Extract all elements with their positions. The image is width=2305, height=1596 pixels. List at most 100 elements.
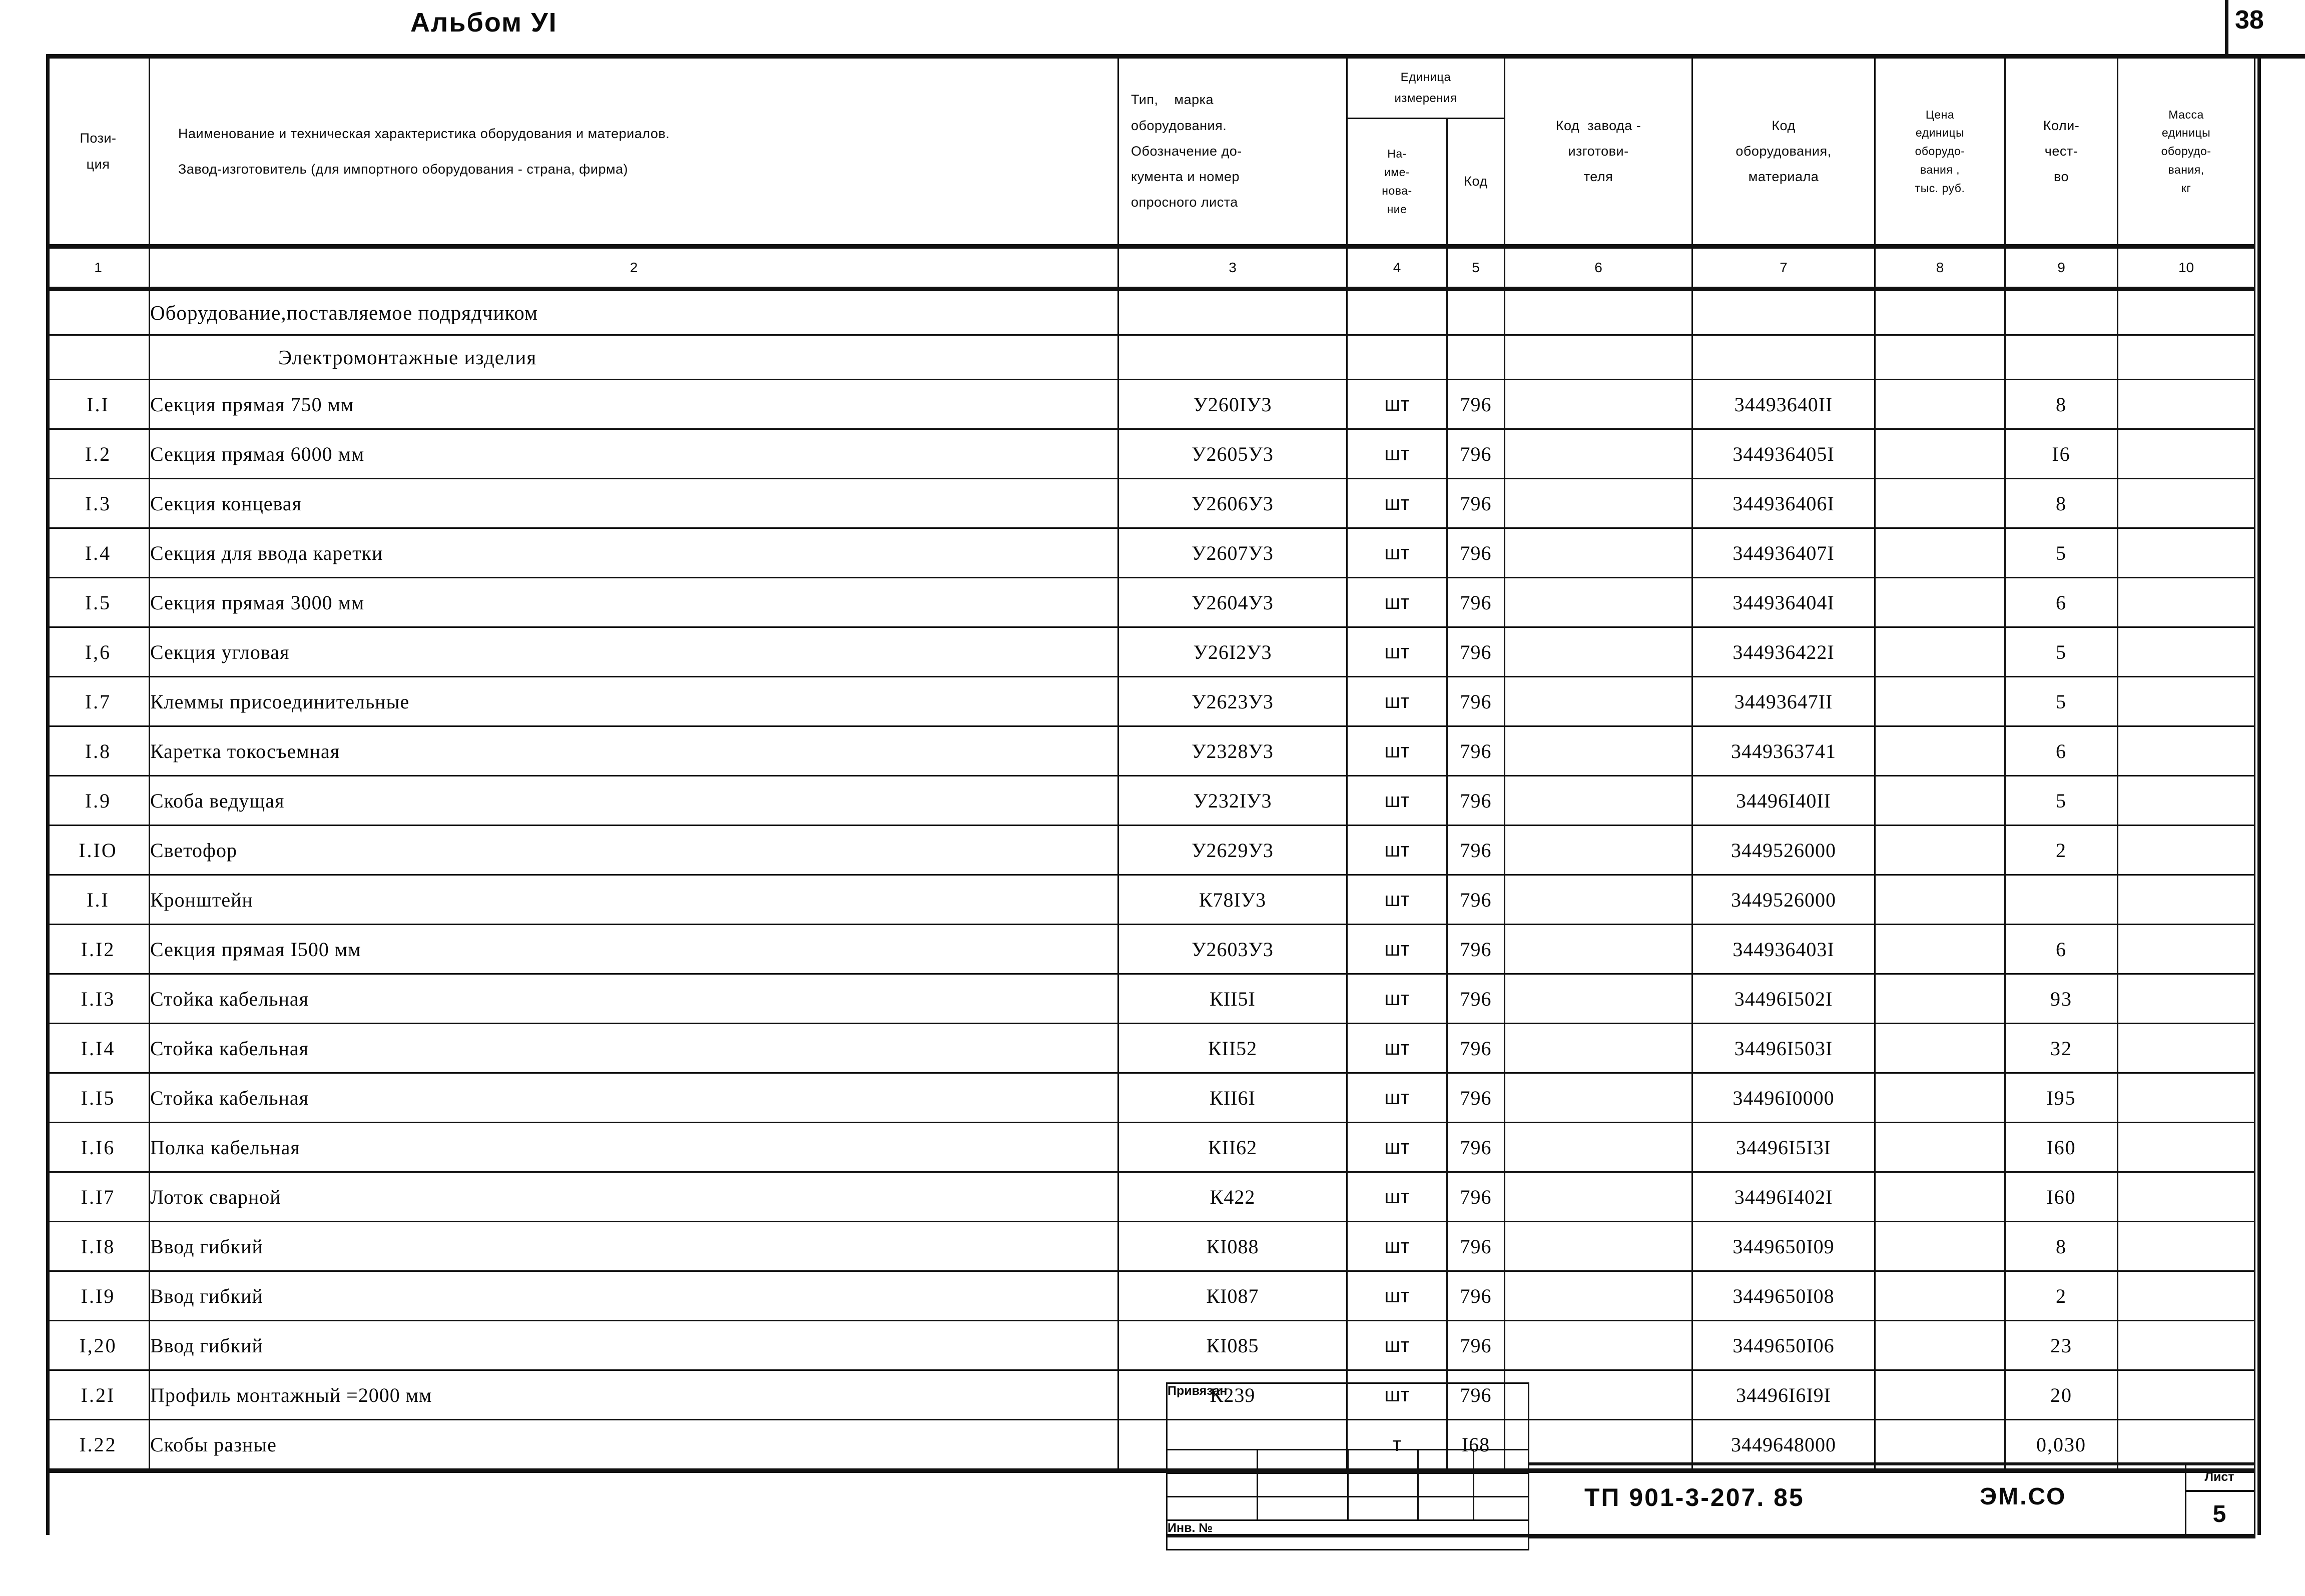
cell-pos: I.IO <box>46 825 150 876</box>
cell-name: Секция угловая <box>149 626 1119 677</box>
cell-pos: I.I7 <box>46 1171 150 1222</box>
cell-pos: I.2 <box>46 428 150 479</box>
stamp-row-attached: Привязан <box>1166 1382 1529 1450</box>
header-type-l5: опросного листа <box>1131 195 1238 210</box>
cell-plant <box>1504 1171 1693 1222</box>
cell-unit_code: 796 <box>1446 676 1506 727</box>
section1-qty <box>2004 288 2119 336</box>
stamp-cell[interactable] <box>1347 1472 1419 1497</box>
cell-plant <box>1504 676 1693 727</box>
cell-type: У2623У3 <box>1117 676 1348 727</box>
cell-pos: I.8 <box>46 725 150 776</box>
cell-unit: шт <box>1346 626 1448 677</box>
cell-eq_code: 344936422I <box>1691 626 1876 677</box>
cell-qty: 32 <box>2004 1023 2119 1074</box>
header-plant-l1: Код завода - <box>1555 118 1641 133</box>
cell-qty: 8 <box>2004 478 2119 529</box>
cell-price <box>1874 924 2006 975</box>
stamp-cell[interactable] <box>1256 1449 1349 1474</box>
cell-unit_code: 796 <box>1446 428 1506 479</box>
stamp-top-rule <box>1529 1462 2254 1465</box>
stamp-cell[interactable] <box>1417 1496 1474 1521</box>
cell-eq_code: 34496I503I <box>1691 1023 1876 1074</box>
table-row: I.3 Секция концевая У2606У3 шт 796 344936406I… <box>46 478 2256 529</box>
cell-pos: I,6 <box>46 626 150 677</box>
stamp-cell[interactable] <box>1472 1449 1530 1474</box>
section2-price <box>1874 334 2006 380</box>
cell-pos: I.I <box>46 379 150 430</box>
cell-eq_code: 34493647II <box>1691 676 1876 727</box>
cell-plant <box>1504 1221 1693 1272</box>
header-mass-l1: Масса <box>2168 108 2204 121</box>
cell-qty: 20 <box>2004 1369 2119 1420</box>
stamp-cell[interactable] <box>1166 1496 1258 1521</box>
section1-type <box>1117 288 1348 336</box>
equipment-specification-table: Пози-ция Наименование и техническая хара… <box>46 54 2256 1473</box>
header-price-l1: Цена <box>1925 108 1955 121</box>
stamp-cell[interactable] <box>1256 1472 1349 1497</box>
stamp-cell[interactable] <box>1166 1472 1258 1497</box>
table-row: I,20 Ввод гибкий КI085 шт 796 3449650I06 23 <box>46 1320 2256 1371</box>
cell-mass <box>2117 874 2256 925</box>
title-block-stamp: Привязан Инв. № ТП 901-3- <box>1166 1382 2255 1550</box>
cell-type: У2607У3 <box>1117 527 1348 578</box>
cell-unit: шт <box>1346 577 1448 628</box>
colnum-4: 4 <box>1346 244 1448 291</box>
cell-price <box>1874 725 2006 776</box>
stamp-cell[interactable] <box>1417 1472 1474 1497</box>
section-heading-row: Оборудование,поставляемое подрядчиком <box>46 288 2256 336</box>
cell-plant <box>1504 1072 1693 1123</box>
header-unitname-l4: ние <box>1387 202 1407 216</box>
table-row: I.I7 Лоток сварной К422 шт 796 34496I402I I60 <box>46 1171 2256 1222</box>
header-name-line1: Наименование и техническая характеристик… <box>178 126 670 142</box>
cell-eq_code: 34496I402I <box>1691 1171 1876 1222</box>
header-qty-l3: во <box>2053 169 2069 185</box>
section2-title: Электромонтажные изделия <box>149 334 1119 380</box>
stamp-cell[interactable] <box>1347 1496 1419 1521</box>
cell-qty: 93 <box>2004 973 2119 1024</box>
cell-name: Ввод гибкий <box>149 1270 1119 1321</box>
stamp-cell[interactable] <box>1417 1449 1474 1474</box>
cell-price <box>1874 1023 2006 1074</box>
cell-type: КII62 <box>1117 1122 1348 1173</box>
header-price-l5: тыс. руб. <box>1915 181 1965 195</box>
cell-price <box>1874 874 2006 925</box>
cell-plant <box>1504 1122 1693 1173</box>
colnum-9: 9 <box>2004 244 2119 291</box>
cell-eq_code: 344936403I <box>1691 924 1876 975</box>
cell-mass <box>2117 428 2256 479</box>
cell-unit_code: 796 <box>1446 478 1506 529</box>
cell-plant <box>1504 379 1693 430</box>
cell-qty: I6 <box>2004 428 2119 479</box>
stamp-cell[interactable] <box>1472 1472 1530 1497</box>
stamp-cell[interactable] <box>1347 1449 1419 1474</box>
header-type-l1: Тип, марка <box>1131 92 1214 108</box>
section2-unit <box>1346 334 1448 380</box>
header-equipment-code: Код оборудования, материала <box>1691 54 1876 247</box>
cell-plant <box>1504 1369 1693 1420</box>
cell-pos: I.I6 <box>46 1122 150 1173</box>
cell-qty: I60 <box>2004 1171 2119 1222</box>
stamp-row <box>1166 1449 1530 1474</box>
stamp-cell[interactable] <box>1472 1496 1530 1521</box>
cell-name: Скобы разные <box>149 1419 1119 1473</box>
header-name-and-specs: Наименование и техническая характеристик… <box>149 54 1119 247</box>
stamp-cell[interactable] <box>1256 1496 1349 1521</box>
cell-qty: 8 <box>2004 1221 2119 1272</box>
header-mass-l4: вания, <box>2168 163 2204 176</box>
header-price-l4: вания , <box>1920 163 1960 176</box>
cell-price <box>1874 973 2006 1024</box>
section2-type <box>1117 334 1348 380</box>
cell-type: У2605У3 <box>1117 428 1348 479</box>
cell-qty: 5 <box>2004 676 2119 727</box>
cell-mass <box>2117 1072 2256 1123</box>
table-row: I.8 Каретка токосъемная У2328У3 шт 796 344936… <box>46 725 2256 776</box>
stamp-document-code-block: ТП 901-3-207. 85 ЭМ.СО <box>1529 1462 2186 1538</box>
stamp-cell[interactable] <box>1166 1449 1258 1474</box>
cell-mass <box>2117 1122 2256 1173</box>
cell-mass <box>2117 1171 2256 1222</box>
cell-type: У2629У3 <box>1117 825 1348 876</box>
section2-unitcode <box>1446 334 1506 380</box>
cell-unit: шт <box>1346 924 1448 975</box>
